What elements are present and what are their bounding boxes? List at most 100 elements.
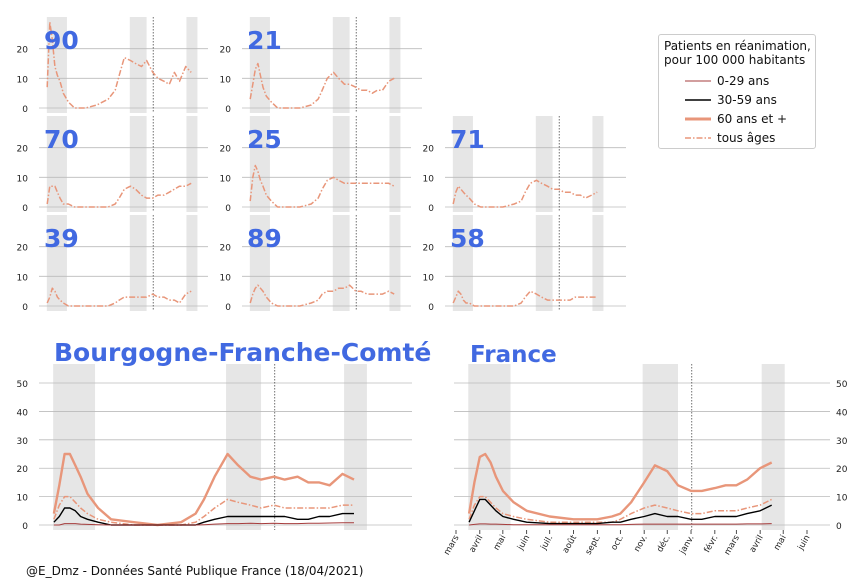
y-tick-label: 20 [17, 244, 29, 254]
x-tick-label: avril [468, 534, 486, 555]
department-title: 90 [44, 26, 79, 55]
lockdown-band [592, 215, 604, 311]
source-credit: @E_Dmz - Données Santé Publique France (… [26, 564, 364, 578]
lockdown-band [129, 215, 147, 311]
y-tick-label: 40 [836, 408, 848, 418]
series-line-tous-ges [249, 62, 395, 109]
series-line-tous-ges [46, 182, 192, 208]
department-title: 70 [44, 125, 79, 154]
x-tick-label: août [561, 533, 580, 555]
lockdown-band [53, 364, 96, 530]
y-tick-label: 10 [220, 174, 232, 184]
y-tick-label: 30 [17, 437, 29, 447]
legend-title-line-1: Patients en réanimation, [664, 39, 811, 53]
panel-6: 0 10 20 89 [220, 215, 411, 313]
series-line-60-ans-et- [467, 452, 773, 521]
lockdown-band [249, 215, 270, 311]
x-tick-label: sept. [584, 534, 603, 557]
y-tick-label: 0 [225, 204, 231, 214]
series-line-tous-ges [452, 290, 598, 307]
x-tick-label: avril [748, 534, 766, 555]
y-tick-label: 0 [428, 303, 434, 313]
y-tick-label: 10 [17, 174, 29, 184]
lockdown-band [761, 364, 785, 530]
y-tick-label: 10 [17, 494, 29, 504]
x-tick-label: mai [492, 534, 509, 553]
lockdown-band [535, 215, 553, 311]
x-tick-label: mars [442, 533, 462, 557]
y-tick-label: 10 [220, 273, 232, 283]
country-title: France [470, 342, 557, 368]
y-tick-label: 20 [17, 46, 29, 56]
y-tick-label: 10 [423, 273, 435, 283]
series-line-tous-ges [46, 287, 192, 307]
y-tick-label: 0 [836, 522, 842, 532]
y-tick-label: 20 [423, 244, 435, 254]
legend-swatch-60-plus [685, 117, 711, 121]
series-line-30-59-ans [468, 498, 773, 525]
legend-swatch-0-29 [685, 80, 711, 82]
lockdown-band [332, 116, 350, 212]
department-title: 39 [44, 224, 79, 253]
lockdown-band [332, 215, 350, 311]
lockdown-band [389, 17, 401, 113]
lockdown-band [249, 116, 270, 212]
legend-label: 60 ans et + [717, 112, 788, 126]
department-title: 25 [247, 125, 282, 154]
series-line-tous-ges [452, 179, 598, 208]
series-line-60-ans-et- [52, 452, 355, 527]
lockdown-band [642, 364, 678, 530]
legend-item-0-29: 0-29 ans [685, 73, 813, 89]
y-tick-label: 0 [22, 105, 28, 115]
y-tick-label: 0 [22, 303, 28, 313]
lockdown-band [226, 364, 262, 530]
y-tick-label: 50 [17, 380, 29, 390]
series-line-30-59-ans [53, 507, 354, 526]
x-tick-label: mai [772, 534, 789, 553]
series-line-tous-ges [53, 495, 354, 526]
y-tick-label: 0 [22, 204, 28, 214]
legend: Patients en réanimation, pour 100 000 ha… [658, 34, 816, 149]
y-tick-label: 0 [225, 303, 231, 313]
lockdown-band [46, 215, 67, 311]
region-title: Bourgogne-Franche-Comté [54, 338, 432, 367]
x-tick-label: juin [796, 534, 813, 553]
y-tick-label: 30 [836, 437, 848, 447]
lockdown-band [186, 215, 198, 311]
panel-0: 0 10 20 90 [17, 17, 208, 115]
x-tick-label: janv. [677, 534, 696, 557]
series-line-0-29-ans [53, 522, 354, 526]
y-tick-label: 20 [423, 145, 435, 155]
series-line-tous-ges [249, 284, 395, 307]
y-tick-label: 0 [22, 522, 28, 532]
lockdown-band [46, 116, 67, 212]
panel-3: 0 10 20 25 [220, 116, 411, 214]
x-tick-label: déc. [654, 533, 673, 554]
y-tick-label: 20 [17, 145, 29, 155]
legend-title-line-2: pour 100 000 habitants [664, 53, 806, 67]
series-line-tous-ges [249, 164, 395, 208]
y-tick-label: 10 [220, 75, 232, 85]
legend-label: 0-29 ans [717, 74, 770, 88]
lockdown-band [389, 215, 401, 311]
lockdown-band [389, 116, 401, 212]
lockdown-band [332, 17, 350, 113]
legend-item-60-plus: 60 ans et + [685, 111, 813, 127]
y-tick-label: 10 [836, 494, 848, 504]
lockdown-band [249, 17, 270, 113]
x-tick-label: nov. [632, 534, 649, 554]
panel-1: 0 10 20 21 [220, 17, 422, 115]
legend-item-30-59: 30-59 ans [685, 92, 813, 108]
department-title: 58 [450, 224, 485, 253]
lockdown-band [468, 364, 511, 530]
series-line-tous-ges [468, 495, 773, 523]
y-tick-label: 20 [17, 465, 29, 475]
y-tick-label: 0 [428, 204, 434, 214]
x-tick-label: mars [723, 533, 743, 557]
department-title: 21 [247, 26, 282, 55]
legend-label: 30-59 ans [717, 93, 777, 107]
legend-label: tous âges [717, 131, 776, 145]
panel-4: 0 10 20 71 [423, 116, 626, 214]
